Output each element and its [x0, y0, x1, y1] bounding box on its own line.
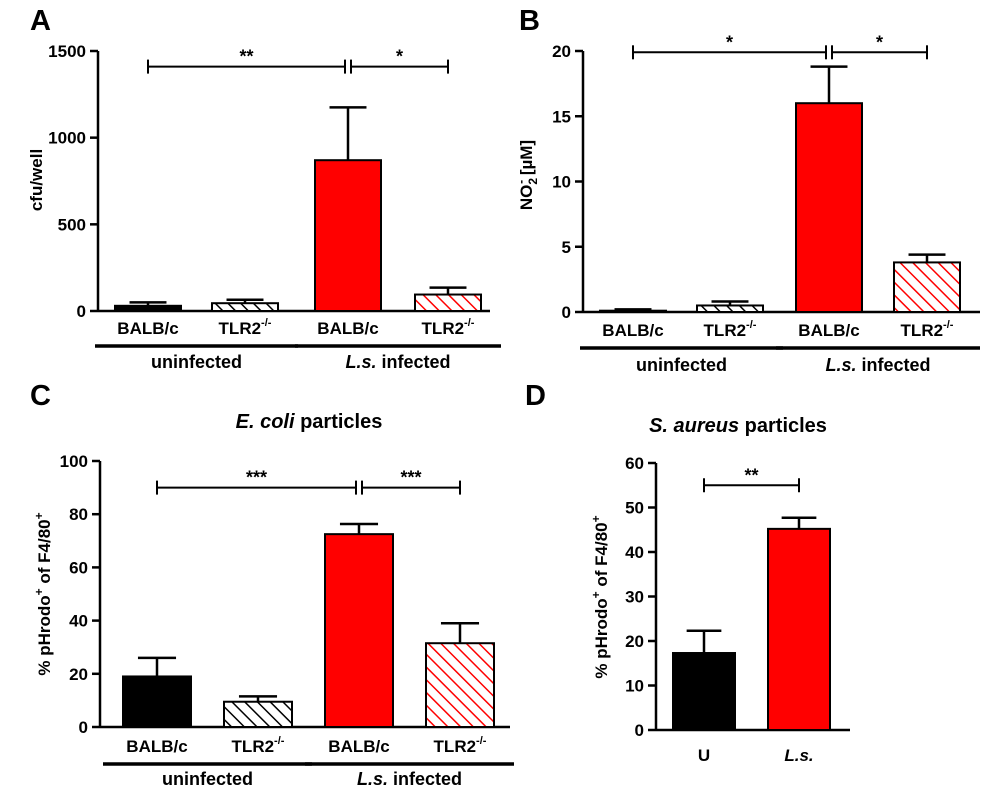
significance-label: **: [744, 465, 758, 485]
y-axis-label: % pHrodo+ of F4/80+: [589, 515, 611, 678]
category-label: U: [698, 746, 710, 765]
category-label: BALB/c: [328, 737, 389, 756]
y-tick-label: 60: [625, 454, 644, 473]
significance-label: **: [239, 47, 253, 67]
significance-label: *: [396, 47, 403, 67]
panel-c: C E. coli particles 0 20 40 60 80 100 % pHrodo+ …: [30, 380, 514, 789]
panel-d: D S. aureus particles 0 10 20 30 40 50 60 % pHrod…: [525, 380, 850, 765]
category-label: BALB/c: [602, 321, 663, 340]
y-axis-label: % pHrodo+ of F4/80+: [32, 512, 54, 675]
y-tick-label: 20: [552, 42, 571, 61]
y-tick-label: 80: [69, 505, 88, 524]
y-tick-label: 1000: [48, 129, 86, 148]
category-label: BALB/c: [117, 319, 178, 338]
bar: [672, 652, 736, 732]
y-tick-label: 0: [635, 721, 644, 740]
panel-letter: D: [525, 380, 546, 412]
bar: [324, 533, 394, 729]
category-label: TLR2-/-: [232, 735, 285, 756]
panel-letter: A: [30, 5, 51, 37]
bar: [414, 293, 482, 312]
y-tick-label: 0: [79, 718, 88, 737]
panel-a: A 0 500 1000 1500 cfu/well BALB/c TLR2-/- BALB/c…: [27, 5, 501, 372]
bar: [767, 527, 831, 731]
bar: [425, 642, 495, 729]
y-tick-label: 40: [625, 543, 644, 562]
group-label: uninfected: [162, 769, 253, 789]
category-label: BALB/c: [126, 737, 187, 756]
y-tick-label: 0: [77, 302, 86, 321]
bar: [893, 261, 961, 314]
category-label: BALB/c: [317, 319, 378, 338]
group-label: uninfected: [151, 352, 242, 372]
bar: [211, 302, 279, 313]
y-tick-label: 40: [69, 612, 88, 631]
panel-letter: C: [30, 380, 51, 412]
y-axis-label: cfu/well: [27, 149, 46, 211]
category-label: BALB/c: [798, 321, 859, 340]
category-label: TLR2-/-: [434, 735, 487, 756]
category-label: TLR2-/-: [901, 319, 954, 340]
y-tick-label: 10: [625, 677, 644, 696]
bar: [599, 309, 667, 314]
group-label: uninfected: [636, 355, 727, 375]
y-tick-label: 500: [58, 215, 86, 234]
chart-title: E. coli particles: [236, 411, 383, 433]
panel-letter: B: [519, 5, 540, 37]
significance-label: *: [726, 32, 733, 52]
y-tick-label: 100: [60, 452, 88, 471]
y-axis-label: NO2- [µM]: [514, 140, 540, 210]
y-tick-label: 1500: [48, 42, 86, 61]
chart-title: S. aureus particles: [649, 415, 827, 437]
group-label: L.s. infected: [345, 352, 450, 372]
category-label: TLR2-/-: [422, 317, 475, 338]
bar: [122, 675, 192, 729]
bar: [795, 102, 863, 313]
significance-label: ***: [400, 468, 421, 488]
category-label: TLR2-/-: [219, 317, 272, 338]
y-tick-label: 20: [625, 632, 644, 651]
y-tick-label: 50: [625, 499, 644, 518]
y-tick-label: 30: [625, 588, 644, 607]
y-tick-label: 20: [69, 665, 88, 684]
bar: [314, 159, 382, 312]
y-tick-label: 60: [69, 558, 88, 577]
significance-label: *: [876, 32, 883, 52]
panel-b: B 0 5 10 15 20 NO2- [µM] BALB/c TLR2-/- BALB/c TLR…: [514, 5, 980, 375]
y-tick-label: 10: [552, 173, 571, 192]
y-tick-label: 15: [552, 107, 571, 126]
bar: [223, 700, 293, 728]
category-label: TLR2-/-: [704, 319, 757, 340]
group-label: L.s. infected: [825, 355, 930, 375]
y-tick-label: 0: [562, 303, 571, 322]
category-label: L.s.: [784, 746, 813, 765]
bar: [696, 304, 764, 314]
bar: [114, 304, 182, 312]
significance-label: ***: [246, 468, 267, 488]
y-tick-label: 5: [562, 238, 571, 257]
group-label: L.s. infected: [357, 769, 462, 789]
